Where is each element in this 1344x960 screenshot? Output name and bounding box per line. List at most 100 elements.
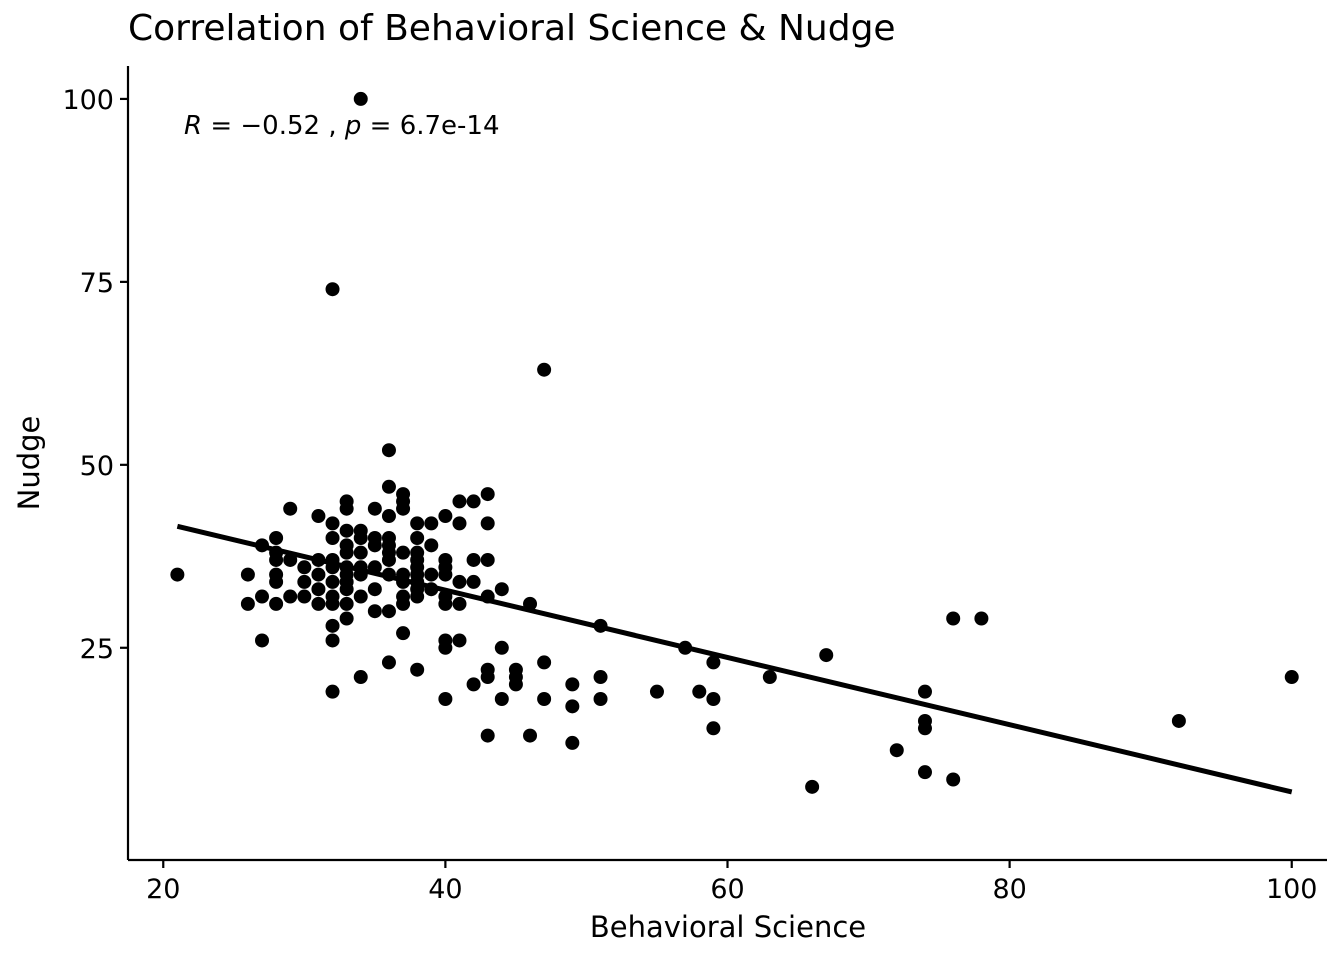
data-point bbox=[339, 501, 354, 516]
r-symbol: R bbox=[184, 111, 202, 141]
x-tick-label: 100 bbox=[1266, 874, 1318, 905]
data-point bbox=[353, 91, 368, 106]
data-point bbox=[353, 531, 368, 546]
data-point bbox=[381, 443, 396, 458]
data-point bbox=[480, 670, 495, 685]
data-point bbox=[494, 692, 509, 707]
data-point bbox=[325, 516, 340, 531]
data-point bbox=[593, 670, 608, 685]
data-point bbox=[466, 574, 481, 589]
data-point bbox=[381, 655, 396, 670]
data-point bbox=[438, 640, 453, 655]
data-point bbox=[240, 567, 255, 582]
data-point bbox=[339, 596, 354, 611]
data-point bbox=[889, 743, 904, 758]
data-point bbox=[452, 574, 467, 589]
y-tick-label: 100 bbox=[62, 85, 114, 116]
p-symbol: p bbox=[344, 111, 362, 141]
data-point bbox=[297, 574, 312, 589]
x-tick-label: 60 bbox=[710, 874, 744, 905]
data-point bbox=[339, 582, 354, 597]
data-point bbox=[339, 545, 354, 560]
data-point bbox=[325, 633, 340, 648]
data-point bbox=[565, 699, 580, 714]
y-tick-label: 50 bbox=[80, 451, 114, 482]
x-tick-label: 80 bbox=[992, 874, 1026, 905]
data-point bbox=[466, 677, 481, 692]
data-point bbox=[396, 626, 411, 641]
data-point bbox=[410, 516, 425, 531]
data-point bbox=[255, 589, 270, 604]
x-tick-label: 20 bbox=[146, 874, 180, 905]
data-point bbox=[311, 596, 326, 611]
data-point bbox=[805, 779, 820, 794]
data-point bbox=[325, 531, 340, 546]
data-point bbox=[692, 684, 707, 699]
x-tick-label: 40 bbox=[428, 874, 462, 905]
data-point bbox=[381, 509, 396, 524]
data-point bbox=[396, 596, 411, 611]
data-point bbox=[269, 574, 284, 589]
data-point bbox=[170, 567, 185, 582]
x-axis-ticks: 20 40 60 80 100 bbox=[146, 860, 1318, 905]
data-point bbox=[325, 618, 340, 633]
data-point bbox=[311, 582, 326, 597]
data-point bbox=[480, 552, 495, 567]
data-point bbox=[946, 611, 961, 626]
data-point bbox=[410, 662, 425, 677]
data-point bbox=[438, 509, 453, 524]
data-point bbox=[438, 567, 453, 582]
data-point bbox=[480, 516, 495, 531]
data-point bbox=[494, 640, 509, 655]
p-value: = 6.7e-14 bbox=[361, 111, 499, 141]
data-point bbox=[946, 772, 961, 787]
data-point bbox=[480, 487, 495, 502]
data-point bbox=[1171, 713, 1186, 728]
data-point bbox=[480, 728, 495, 743]
data-point bbox=[917, 765, 932, 780]
data-point bbox=[706, 655, 721, 670]
data-point bbox=[452, 516, 467, 531]
chart-title: Correlation of Behavioral Science & Nudg… bbox=[128, 8, 896, 49]
data-point bbox=[269, 552, 284, 567]
data-point bbox=[452, 633, 467, 648]
data-point bbox=[565, 677, 580, 692]
y-axis-title: Nudge bbox=[12, 416, 46, 511]
data-point bbox=[424, 516, 439, 531]
data-point bbox=[381, 552, 396, 567]
data-point bbox=[537, 362, 552, 377]
data-point bbox=[381, 479, 396, 494]
data-point bbox=[537, 692, 552, 707]
data-point bbox=[593, 692, 608, 707]
data-point bbox=[819, 648, 834, 663]
data-point bbox=[269, 531, 284, 546]
data-point bbox=[466, 552, 481, 567]
data-point bbox=[1284, 670, 1299, 685]
data-point bbox=[283, 589, 298, 604]
y-tick-label: 75 bbox=[80, 268, 114, 299]
data-point bbox=[917, 721, 932, 736]
data-point bbox=[649, 684, 664, 699]
data-point bbox=[325, 596, 340, 611]
data-point bbox=[339, 523, 354, 538]
data-point bbox=[269, 596, 284, 611]
data-point bbox=[494, 582, 509, 597]
data-point bbox=[438, 596, 453, 611]
data-point bbox=[508, 677, 523, 692]
data-point bbox=[452, 596, 467, 611]
data-point bbox=[311, 509, 326, 524]
data-point bbox=[974, 611, 989, 626]
data-point bbox=[396, 545, 411, 560]
data-point bbox=[367, 582, 382, 597]
data-point bbox=[424, 567, 439, 582]
data-point bbox=[523, 728, 538, 743]
trend-line bbox=[176, 523, 1293, 795]
data-point bbox=[325, 574, 340, 589]
data-point bbox=[537, 655, 552, 670]
correlation-annotation: R = −0.52 , p = 6.7e-14 bbox=[184, 111, 500, 141]
data-point bbox=[466, 494, 481, 509]
data-point bbox=[917, 684, 932, 699]
data-point bbox=[283, 501, 298, 516]
data-point bbox=[297, 560, 312, 575]
